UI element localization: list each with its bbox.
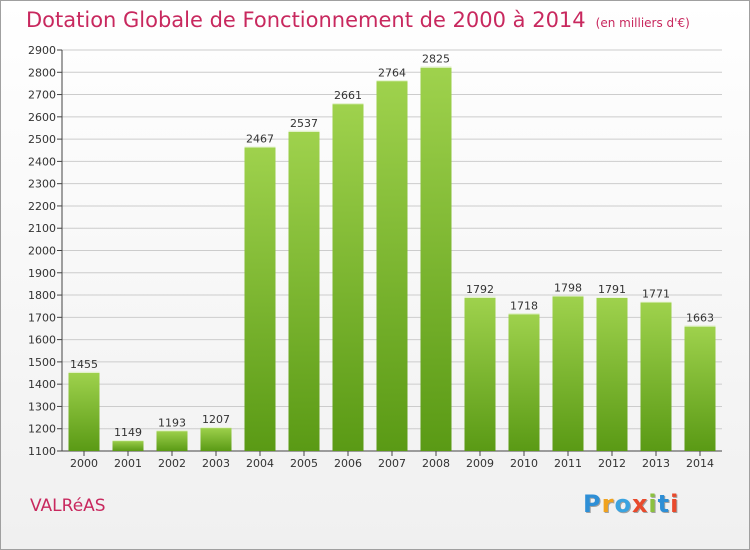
logo-letter: P [583,490,602,518]
data-label: 1663 [686,312,714,325]
y-tick-label: 2400 [28,155,56,168]
y-tick-label: 2200 [28,200,56,213]
bar [376,80,408,451]
data-label: 1718 [510,299,538,312]
data-label: 2467 [246,132,274,145]
y-tick-label: 2800 [28,66,56,79]
logo-letter: x [631,490,649,518]
x-tick-label: 2000 [70,457,98,470]
x-tick-label: 2004 [246,457,274,470]
data-label: 1207 [202,413,230,426]
chart-title: Dotation Globale de Fonctionnement de 20… [26,8,586,32]
data-label: 2661 [334,89,362,102]
bar [640,301,672,451]
unit-label: (en milliers d'€) [595,16,690,30]
y-tick-label: 1500 [28,356,56,369]
x-tick-label: 2013 [642,457,670,470]
y-tick-labels: 1100 1200 1300 1400 1500 1600 1700 1800 1900 2000… [28,44,56,458]
bar [156,430,188,451]
x-tick-label: 2010 [510,457,538,470]
data-label: 1149 [114,426,142,439]
data-label: 2825 [422,53,450,66]
bar [244,146,276,452]
bar [288,130,320,451]
data-label: 2537 [290,117,318,130]
x-tick-label: 2006 [334,457,362,470]
data-label: 1771 [642,288,670,301]
logo-letter: t [657,490,671,518]
data-label: 1193 [158,416,186,429]
y-tick-label: 2500 [28,133,56,146]
bar [68,371,100,451]
bar [552,295,584,451]
commune-name: VALRéAS [30,496,106,516]
y-tick-label: 1900 [28,267,56,280]
bar [112,440,144,451]
x-tick-label: 2002 [158,457,186,470]
bar [420,66,452,451]
x-tick-labels: 2000 2001 2002 2003 2004 2005 2006 2007 2008 2009… [70,451,714,470]
y-tick-label: 2300 [28,178,56,191]
y-tick-label: 1100 [28,445,56,458]
data-label: 2764 [378,66,406,79]
y-tick-label: 1800 [28,289,56,302]
x-tick-label: 2009 [466,457,494,470]
x-tick-label: 2012 [598,457,626,470]
data-label: 1792 [466,283,494,296]
y-tick-label: 2600 [28,111,56,124]
logo-letter: i [648,490,658,518]
bar [332,103,364,451]
bar [684,325,716,451]
y-tick-label: 2700 [28,89,56,102]
x-tick-label: 2008 [422,457,450,470]
x-tick-label: 2005 [290,457,318,470]
y-tick-label: 1300 [28,400,56,413]
title-row: Dotation Globale de Fonctionnement de 20… [26,8,690,32]
data-label: 1798 [554,282,582,295]
bar [200,427,232,451]
data-labels: 1455 1149 1193 1207 2467 2537 2661 2764 2825 1792… [70,53,714,439]
logo-letter: i [670,490,680,518]
data-label: 1791 [598,283,626,296]
y-tick-label: 2100 [28,222,56,235]
y-tick-label: 1200 [28,423,56,436]
bar [464,296,496,451]
logo-letter: o [614,490,632,518]
y-tick-label: 1700 [28,311,56,324]
y-tick-label: 1400 [28,378,56,391]
x-tick-label: 2011 [554,457,582,470]
y-tick-label: 2900 [28,44,56,57]
y-tick-label: 1600 [28,334,56,347]
proxiti-logo: Proxiti [583,490,679,518]
x-tick-label: 2007 [378,457,406,470]
y-tick-label: 2000 [28,245,56,258]
bar [508,313,540,451]
x-tick-label: 2001 [114,457,142,470]
logo-letter: r [601,490,615,518]
bars [68,66,716,452]
x-tick-label: 2003 [202,457,230,470]
data-label: 1455 [70,358,98,371]
x-tick-label: 2014 [686,457,714,470]
bar [596,297,628,451]
